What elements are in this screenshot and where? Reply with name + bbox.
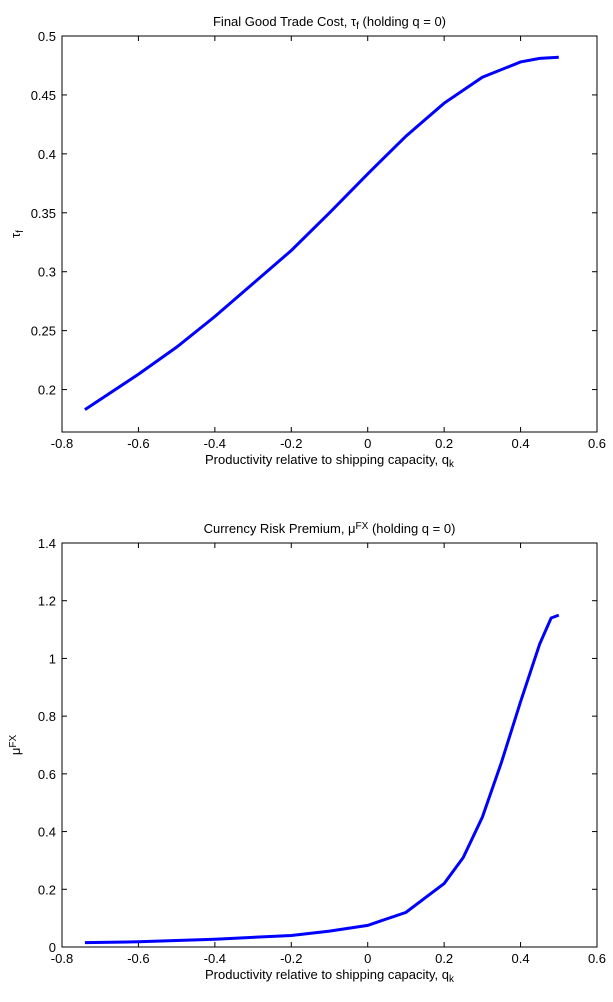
chart-title-part: (holding q = 0) — [359, 14, 446, 29]
y-axis-label-part: FX — [8, 735, 19, 748]
x-tick-label: -0.8 — [51, 951, 73, 966]
x-tick-label: 0.6 — [588, 436, 606, 451]
chart-title-part: (holding q = 0) — [368, 521, 455, 536]
chart-title-part: Currency Risk Premium, μ — [204, 521, 356, 536]
x-tick-label: -0.2 — [280, 436, 302, 451]
x-tick-label: 0.4 — [512, 436, 530, 451]
y-tick-label: 0.35 — [31, 206, 56, 221]
x-tick-label: 0.2 — [435, 436, 453, 451]
axes-box — [61, 542, 598, 948]
y-axis-label-part: μ — [8, 748, 23, 756]
y-tick-label: 0 — [49, 940, 56, 955]
y-tick-label: 0.4 — [38, 147, 56, 162]
x-tick-label: -0.6 — [127, 951, 149, 966]
x-axis-label: Productivity relative to shipping capaci… — [205, 967, 455, 985]
y-axis-label: μFX — [8, 735, 23, 756]
x-tick-label: 0 — [364, 951, 371, 966]
line-series — [84, 613, 560, 945]
chart-title-part: Final Good Trade Cost, τ — [213, 14, 357, 29]
chart-title-part: f — [356, 21, 359, 32]
y-tick-label: 0.6 — [38, 767, 56, 782]
y-axis-label-part: f — [15, 230, 26, 233]
y-tick-label: 0.4 — [38, 825, 56, 840]
x-tick-label: 0.6 — [588, 951, 606, 966]
x-tick-label: 0.2 — [435, 951, 453, 966]
chart-title-part: FX — [356, 521, 369, 532]
y-axis-label-part: τ — [8, 232, 23, 238]
x-tick-label: 0 — [364, 436, 371, 451]
chart-title: Final Good Trade Cost, τf (holding q = 0… — [213, 14, 446, 32]
x-axis-label: Productivity relative to shipping capaci… — [205, 452, 455, 470]
y-tick-label: 1.2 — [38, 594, 56, 609]
y-tick-label: 0.5 — [38, 29, 56, 44]
x-tick-label: -0.2 — [280, 951, 302, 966]
x-tick-label: -0.8 — [51, 436, 73, 451]
x-axis-label-part: k — [449, 459, 455, 470]
x-tick-label: -0.4 — [204, 951, 226, 966]
y-tick-label: 0.2 — [38, 383, 56, 398]
axes-box — [61, 35, 598, 433]
y-tick-label: 0.45 — [31, 88, 56, 103]
y-tick-label: 0.3 — [38, 265, 56, 280]
y-tick-label: 1 — [49, 651, 56, 666]
x-axis-label-part: k — [449, 974, 455, 985]
y-tick-label: 0.2 — [38, 882, 56, 897]
x-axis-label-part: Productivity relative to shipping capaci… — [205, 452, 449, 467]
y-tick-label: 0.8 — [38, 709, 56, 724]
line-series — [84, 55, 559, 411]
chart-title: Currency Risk Premium, μFX (holding q = … — [204, 521, 456, 536]
y-tick-label: 0.25 — [31, 324, 56, 339]
x-axis-label-part: Productivity relative to shipping capaci… — [205, 967, 449, 982]
x-tick-label: -0.6 — [127, 436, 149, 451]
y-axis-label: τf — [8, 230, 26, 238]
x-tick-label: -0.4 — [204, 436, 226, 451]
x-tick-label: 0.4 — [512, 951, 530, 966]
y-tick-label: 1.4 — [38, 536, 56, 551]
